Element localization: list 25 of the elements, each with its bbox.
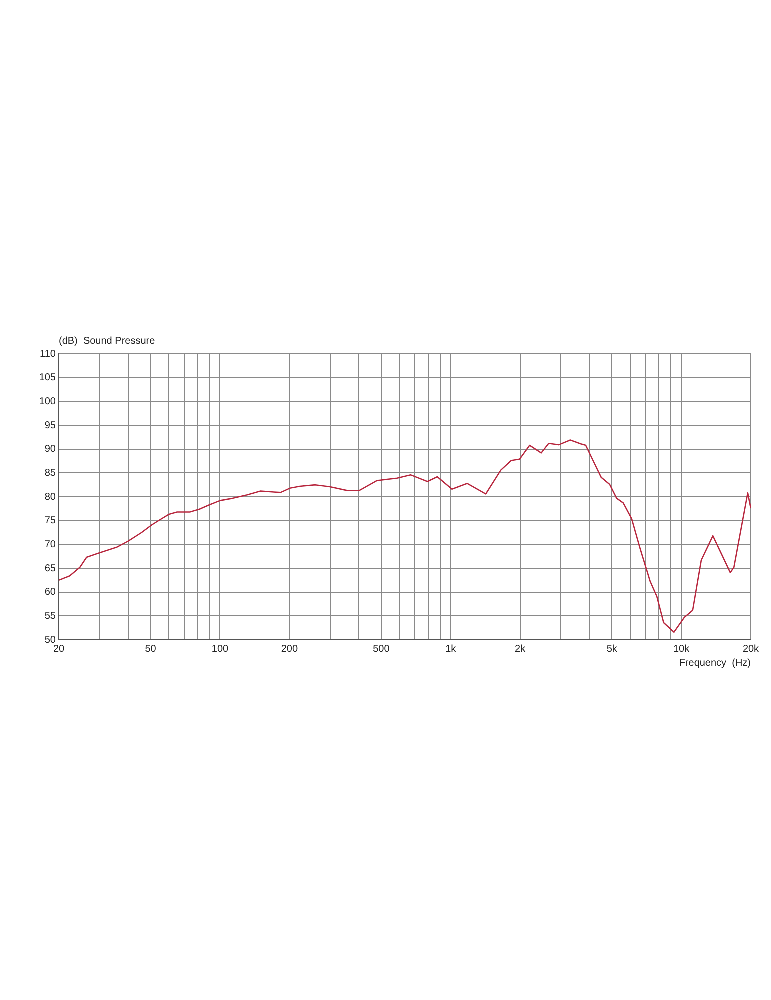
x-axis-title: Frequency (Hz) [679,658,751,669]
y-tick-label: 50 [44,634,56,646]
y-tick-label: 100 [39,396,56,408]
x-tick-label: 200 [281,644,298,655]
y-tick-label: 60 [44,587,56,598]
y-tick-label: 55 [44,610,56,622]
x-tick-label: 20 [53,644,65,655]
y-tick-label: 75 [44,516,56,527]
x-tick-label: 5k [606,644,618,655]
x-tick-label: 1k [446,644,458,655]
y-tick-label: 65 [44,563,56,574]
y-tick-label: 110 [40,348,56,360]
y-tick-label: 70 [44,539,56,550]
y-tick-label: 105 [39,372,56,384]
x-tick-label: 50 [145,644,157,655]
y-tick-label: 90 [44,444,56,456]
y-tick-label: 85 [44,468,56,479]
x-tick-label: 100 [212,644,230,655]
y-tick-label: 80 [44,492,56,503]
x-tick-label: 500 [373,644,390,655]
x-tick-label: 10k [674,644,691,655]
y-axis-title: (dB) Sound Pressure [59,336,156,347]
x-tick-label: 20k [742,644,760,655]
x-tick-label: 2k [515,644,527,655]
y-tick-label: 95 [44,420,56,432]
